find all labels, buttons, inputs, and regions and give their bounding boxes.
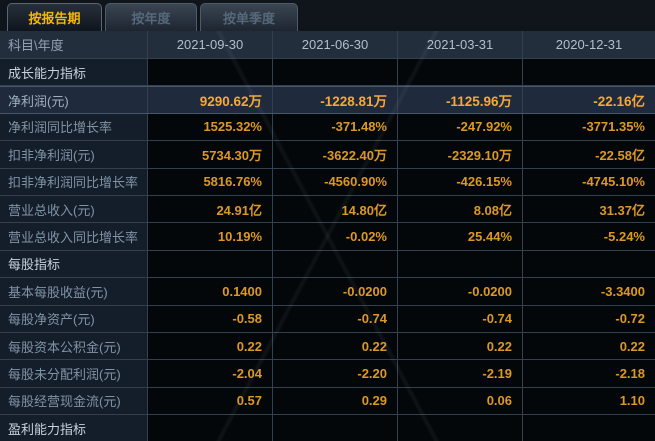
tab-by-report-period[interactable]: 按报告期 [7,3,102,31]
cell-value: -3.3400 [523,278,655,305]
cell-value [273,415,398,441]
cell-value: -0.0200 [398,278,523,305]
cell-value: 0.22 [148,332,273,360]
cell-value [273,59,398,86]
cell-value: 0.1400 [148,278,273,305]
cell-value: -2.18 [523,360,655,387]
cell-value: -2329.10万 [398,141,523,168]
cell-value: 0.57 [148,387,273,415]
cell-value: 1.10 [523,387,655,415]
cell-value: -0.72 [523,305,655,332]
cell-value: -426.15% [398,168,523,195]
cell-value: -22.58亿 [523,141,655,168]
header-date-column-4[interactable]: 2020-12-31 [523,31,655,58]
cell-value: -2.20 [273,360,398,387]
section-header-row: 盈利能力指标 [0,415,655,441]
cell-value [148,415,273,441]
cell-value: -1228.81万 [273,87,398,113]
cell-value: 10.19% [148,223,273,250]
row-label: 营业总收入(元) [0,195,148,223]
cell-value: -247.92% [398,113,523,141]
row-label: 每股资本公积金(元) [0,332,148,360]
table-body: 成长能力指标 净利润(元) 9290.62万 -1228.81万 -1125.96万 -2… [0,59,655,441]
cell-value [523,59,655,86]
cell-value: -22.16亿 [523,87,655,113]
cell-value: 0.22 [523,332,655,360]
row-label: 净利润(元) [0,87,148,113]
table-row[interactable]: 基本每股收益(元) 0.1400 -0.0200 -0.0200 -3.3400 [0,278,655,306]
cell-value: -0.74 [398,305,523,332]
cell-value [148,59,273,86]
row-label: 成长能力指标 [0,59,148,86]
table-row[interactable]: 扣非净利润(元) 5734.30万 -3622.40万 -2329.10万 -22.58… [0,141,655,169]
section-header-row: 成长能力指标 [0,59,655,87]
table-row[interactable]: 每股净资产(元) -0.58 -0.74 -0.74 -0.72 [0,305,655,333]
cell-value: -1125.96万 [398,87,523,113]
table-row[interactable]: 每股未分配利润(元) -2.04 -2.20 -2.19 -2.18 [0,360,655,388]
tab-by-single-quarter[interactable]: 按单季度 [200,3,298,31]
cell-value: 5816.76% [148,168,273,195]
row-label: 净利润同比增长率 [0,113,148,141]
table-row[interactable]: 净利润同比增长率 1525.32% -371.48% -247.92% -3771.35… [0,113,655,142]
row-label: 每股经营现金流(元) [0,387,148,415]
row-label: 每股净资产(元) [0,305,148,332]
cell-value: -0.02% [273,223,398,250]
header-date-column-1[interactable]: 2021-09-30 [148,31,273,58]
cell-value: -4560.90% [273,168,398,195]
cell-value: -2.19 [398,360,523,387]
cell-value: -0.58 [148,305,273,332]
period-tabbar: 按报告期 按年度 按单季度 [0,0,655,31]
row-label: 每股指标 [0,250,148,278]
table-row[interactable]: 营业总收入(元) 24.91亿 14.80亿 8.08亿 31.37亿 [0,195,655,224]
cell-value: 24.91亿 [148,195,273,223]
row-label: 扣非净利润同比增长率 [0,168,148,195]
table-row[interactable]: 扣非净利润同比增长率 5816.76% -4560.90% -426.15% -4745… [0,168,655,196]
cell-value: 0.06 [398,387,523,415]
cell-value [523,415,655,441]
header-date-column-3[interactable]: 2021-03-31 [398,31,523,58]
cell-value: -3771.35% [523,113,655,141]
cell-value: 25.44% [398,223,523,250]
row-label: 每股未分配利润(元) [0,360,148,387]
header-date-column-2[interactable]: 2021-06-30 [273,31,398,58]
cell-value: -0.0200 [273,278,398,305]
row-label: 盈利能力指标 [0,415,148,441]
cell-value [523,250,655,278]
cell-value: 0.22 [273,332,398,360]
cell-value [398,59,523,86]
row-label: 基本每股收益(元) [0,278,148,305]
table-row[interactable]: 净利润(元) 9290.62万 -1228.81万 -1125.96万 -22.16亿 [0,86,655,114]
cell-value: 14.80亿 [273,195,398,223]
cell-value: 5734.30万 [148,141,273,168]
cell-value: -2.04 [148,360,273,387]
cell-value: -5.24% [523,223,655,250]
table-row[interactable]: 每股资本公积金(元) 0.22 0.22 0.22 0.22 [0,332,655,361]
cell-value: 1525.32% [148,113,273,141]
cell-value [398,415,523,441]
cell-value: 0.29 [273,387,398,415]
cell-value [148,250,273,278]
section-header-row: 每股指标 [0,250,655,279]
cell-value: -0.74 [273,305,398,332]
cell-value: 9290.62万 [148,87,273,113]
tab-by-year[interactable]: 按年度 [105,3,197,31]
table-header-row: 科目\年度 2021-09-30 2021-06-30 2021-03-31 2… [0,31,655,59]
row-label: 扣非净利润(元) [0,141,148,168]
row-label: 营业总收入同比增长率 [0,223,148,250]
table-row[interactable]: 每股经营现金流(元) 0.57 0.29 0.06 1.10 [0,387,655,416]
cell-value: -4745.10% [523,168,655,195]
cell-value: -371.48% [273,113,398,141]
cell-value: -3622.40万 [273,141,398,168]
table-row[interactable]: 营业总收入同比增长率 10.19% -0.02% 25.44% -5.24% [0,223,655,251]
financial-indicators-table: 科目\年度 2021-09-30 2021-06-30 2021-03-31 2… [0,31,655,441]
header-subject-year-label: 科目\年度 [0,31,148,58]
cell-value: 0.22 [398,332,523,360]
cell-value [273,250,398,278]
cell-value: 8.08亿 [398,195,523,223]
cell-value: 31.37亿 [523,195,655,223]
cell-value [398,250,523,278]
